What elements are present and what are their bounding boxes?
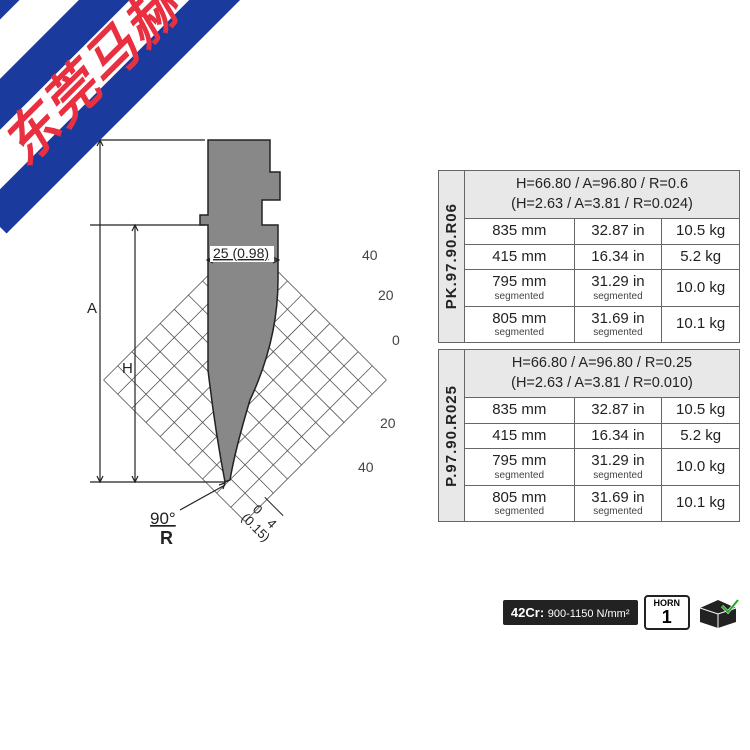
grid-tick: 0 [392, 332, 400, 348]
spec-code: PK.97.90.R06 [443, 203, 460, 309]
spec-row: 795 mmsegmented31.29 insegmented10.0 kg [465, 270, 739, 307]
tool-profile [200, 140, 280, 482]
technical-diagram: 40 20 0 20 40 25 (0.98) [30, 130, 430, 550]
radius-label: R [160, 528, 173, 548]
spec-row: 835 mm32.87 in10.5 kg [465, 398, 739, 424]
spec-row: 415 mm16.34 in5.2 kg [465, 424, 739, 450]
horn-badge: HORN 1 [644, 595, 691, 630]
spec-row: 835 mm32.87 in10.5 kg [465, 219, 739, 245]
spec-block: PK.97.90.R06 H=66.80 / A=96.80 / R=0.6(H=… [438, 170, 740, 343]
spec-row: 805 mmsegmented31.69 insegmented10.1 kg [465, 486, 739, 522]
spec-tables: PK.97.90.R06 H=66.80 / A=96.80 / R=0.6(H=… [438, 170, 740, 528]
angle-label: 90° [150, 509, 176, 528]
footer-badges: 42Cr: 900-1150 N/mm² HORN 1 [503, 595, 740, 630]
spec-row: 805 mmsegmented31.69 insegmented10.1 kg [465, 307, 739, 343]
box-icon [696, 596, 740, 630]
dim-h-label: H [122, 360, 133, 377]
grid-tick: 40 [358, 459, 374, 475]
grid-tick: 40 [362, 247, 378, 263]
width-label: 25 (0.98) [213, 245, 269, 261]
spec-code: P.97.90.R025 [443, 385, 460, 487]
spec-row: 795 mmsegmented31.29 insegmented10.0 kg [465, 449, 739, 486]
material-badge: 42Cr: 900-1150 N/mm² [503, 600, 638, 625]
grid-tick: 20 [380, 415, 396, 431]
dim-a-label: A [87, 300, 97, 317]
spec-header: H=66.80 / A=96.80 / R=0.6(H=2.63 / A=3.8… [465, 171, 739, 219]
spec-block: P.97.90.R025 H=66.80 / A=96.80 / R=0.25(H… [438, 349, 740, 522]
spec-header: H=66.80 / A=96.80 / R=0.25(H=2.63 / A=3.… [465, 350, 739, 398]
spec-row: 415 mm16.34 in5.2 kg [465, 245, 739, 271]
grid-tick: 20 [378, 287, 394, 303]
